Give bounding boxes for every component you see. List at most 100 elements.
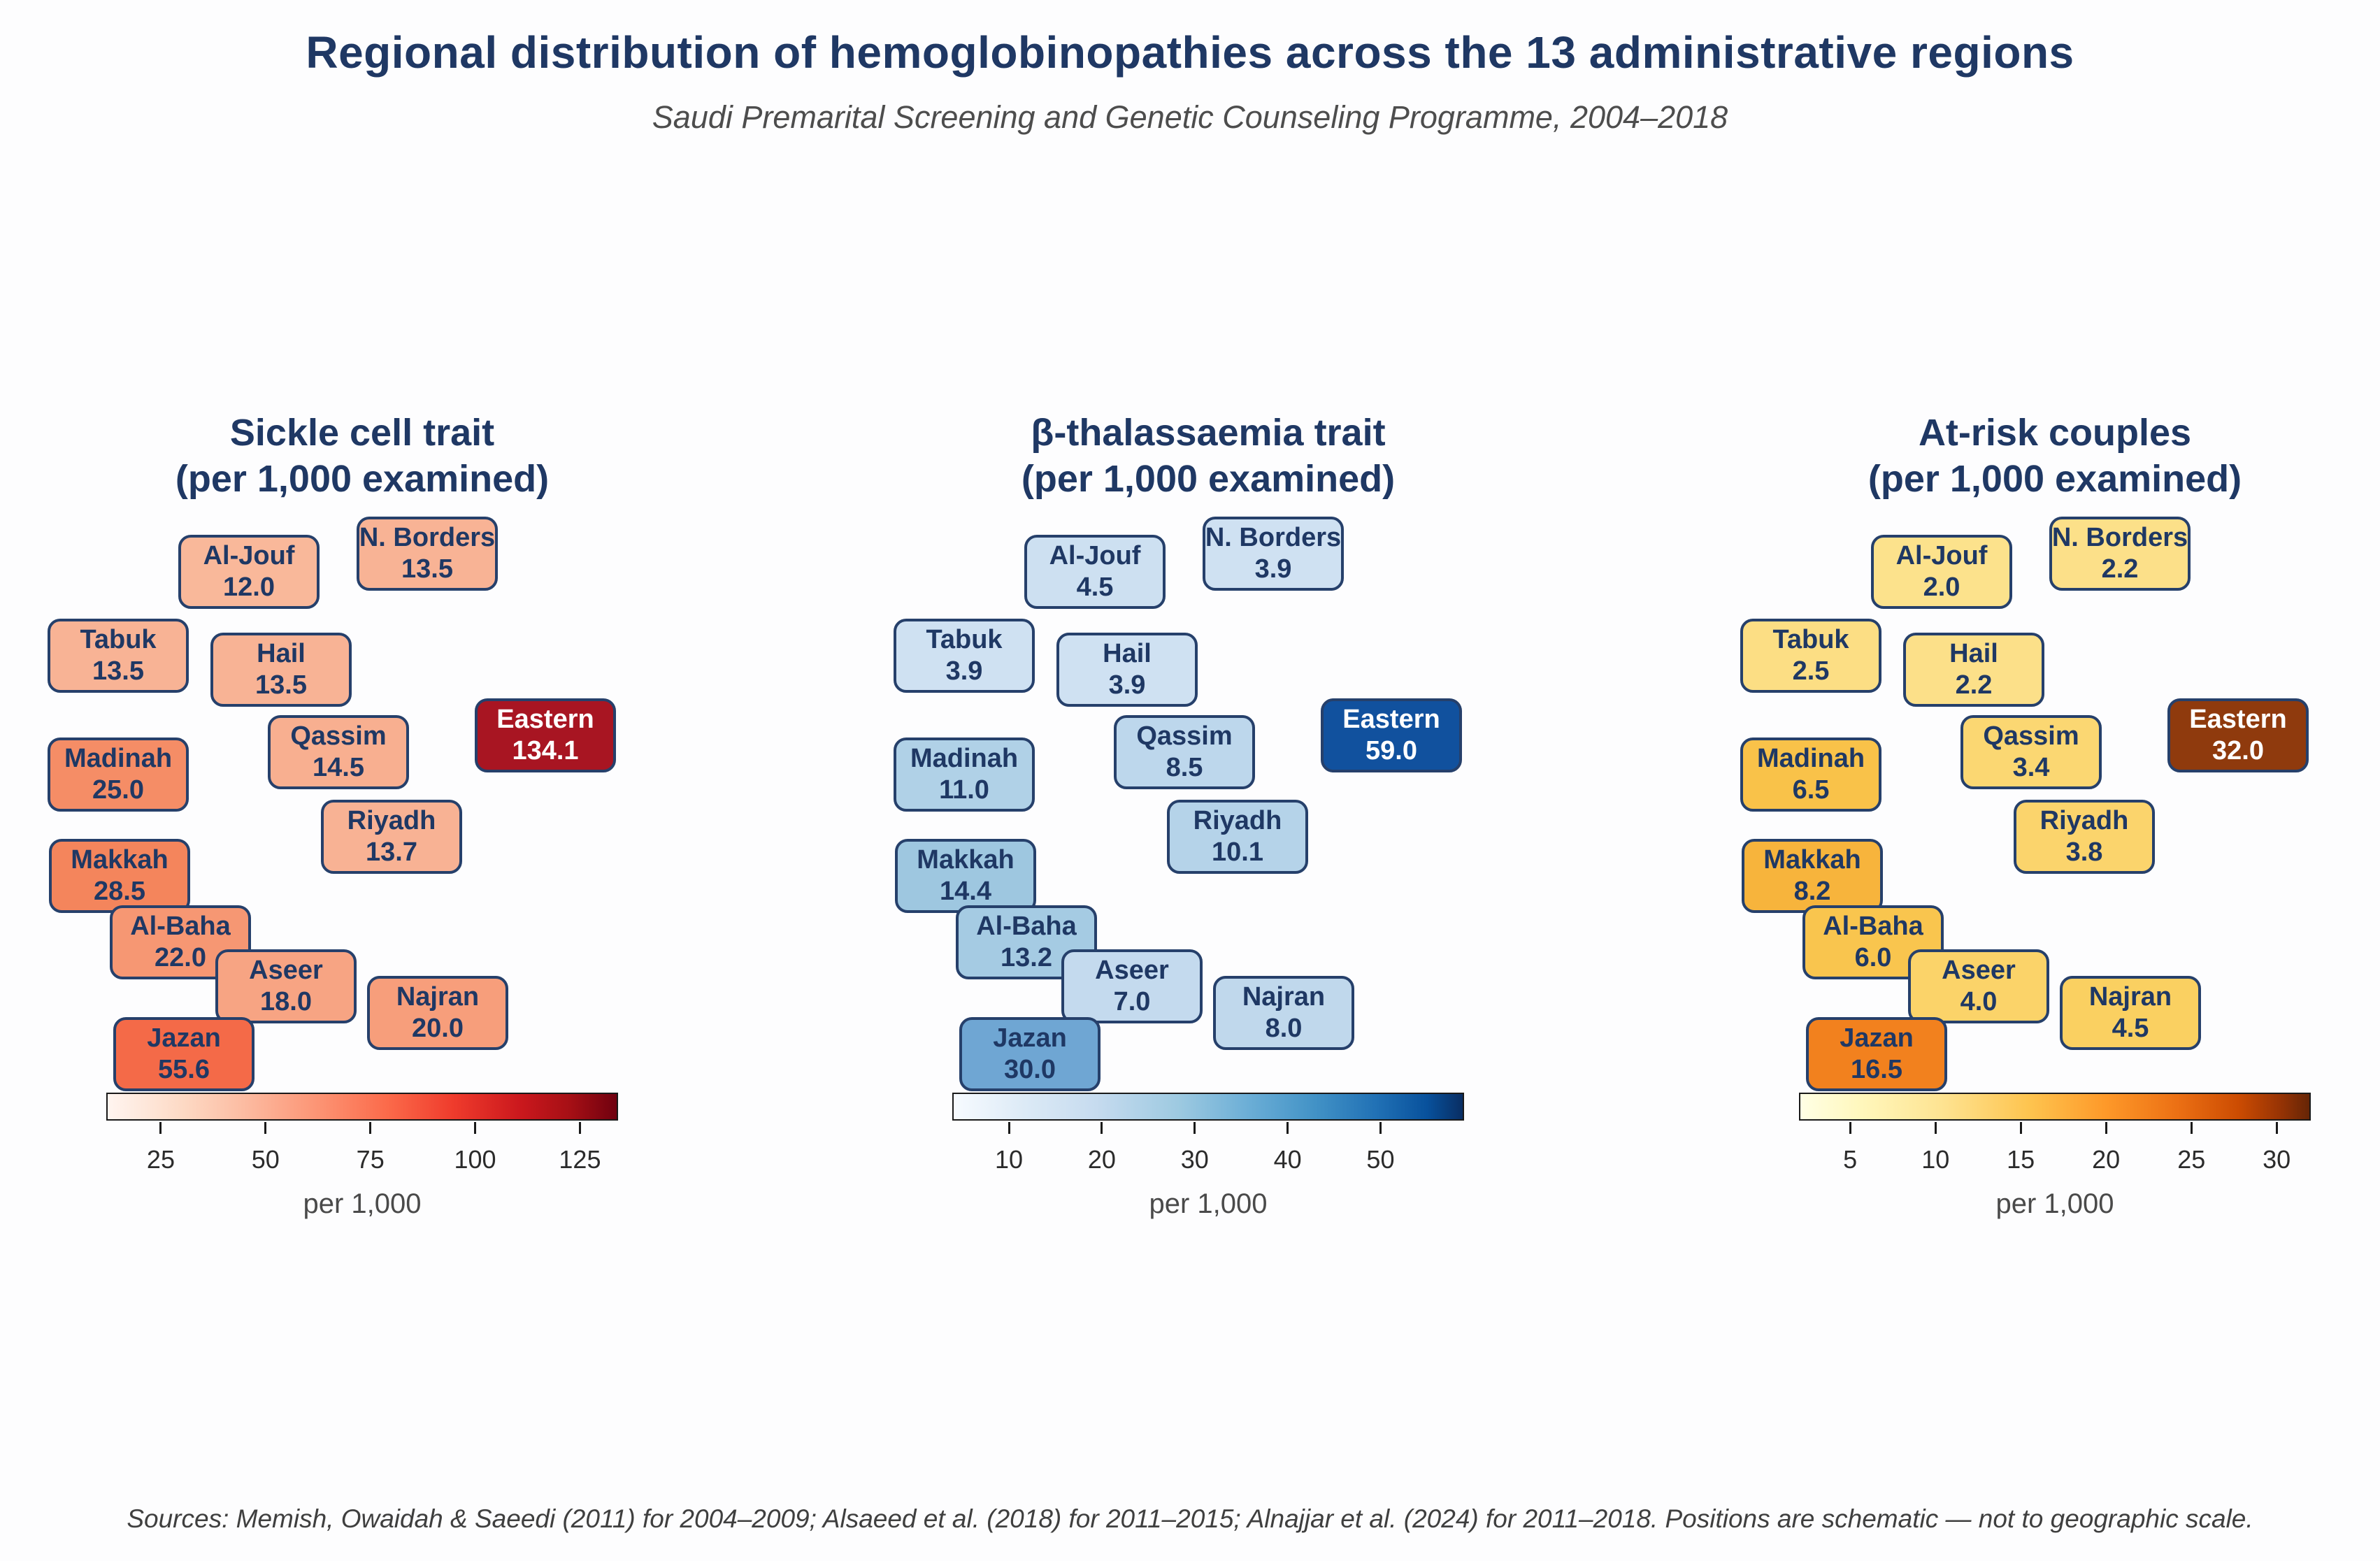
colorbar-tick-label: 10 <box>995 1145 1024 1174</box>
colorbar-tick-label: 75 <box>356 1145 385 1174</box>
region-box-najran: Najran 8.0 <box>1213 976 1354 1050</box>
region-name: Qassim <box>1136 721 1233 751</box>
region-value: 3.9 <box>1254 554 1292 584</box>
region-value: 2.5 <box>1792 656 1830 686</box>
colorbar-tick-mark <box>264 1122 267 1134</box>
region-value: 14.4 <box>940 877 991 906</box>
region-name: N. Borders <box>1205 523 1342 552</box>
panel-beta-thalassaemia-trait: β-thalassaemia trait (per 1,000 examined)… <box>888 391 1528 1272</box>
region-value: 2.2 <box>2101 554 2139 584</box>
region-box-al-jouf: Al-Jouf 12.0 <box>178 535 320 609</box>
colorbar-axis-label: per 1,000 <box>1995 1188 2114 1219</box>
region-value: 8.2 <box>1793 877 1831 906</box>
region-value: 25.0 <box>92 775 144 805</box>
region-name: Makkah <box>71 845 169 875</box>
region-value: 2.0 <box>1923 573 1960 602</box>
region-box-aseer: Aseer 7.0 <box>1061 949 1203 1023</box>
colorbar-tick-label: 50 <box>251 1145 280 1174</box>
region-box-aseer: Aseer 18.0 <box>215 949 357 1023</box>
region-box-n-borders: N. Borders 3.9 <box>1203 517 1344 591</box>
region-box-tabuk: Tabuk 13.5 <box>48 619 189 693</box>
region-value: 22.0 <box>155 943 206 972</box>
region-box-n-borders: N. Borders 13.5 <box>357 517 498 591</box>
region-name: Jazan <box>1840 1023 1914 1053</box>
region-box-madinah: Madinah 25.0 <box>48 738 189 812</box>
region-name: Najran <box>396 982 480 1012</box>
panel-title: β-thalassaemia trait (per 1,000 examined) <box>888 410 1528 502</box>
region-value: 12.0 <box>223 573 275 602</box>
region-value: 13.5 <box>255 670 307 700</box>
region-value: 59.0 <box>1365 736 1417 765</box>
region-box-al-jouf: Al-Jouf 2.0 <box>1871 535 2012 609</box>
region-box-hail: Hail 13.5 <box>210 633 352 707</box>
colorbar-sickle-cell-trait <box>106 1093 618 1121</box>
region-name: Riyadh <box>2040 806 2129 835</box>
region-box-madinah: Madinah 6.5 <box>1740 738 1881 812</box>
colorbar-tick-mark <box>2190 1122 2193 1134</box>
region-value: 14.5 <box>313 753 364 782</box>
panel-title-line2: (per 1,000 examined) <box>175 458 550 500</box>
region-box-najran: Najran 4.5 <box>2060 976 2201 1050</box>
colorbar-tick-mark <box>1934 1122 1937 1134</box>
region-name: N. Borders <box>359 523 496 552</box>
region-name: Hail <box>257 639 306 668</box>
region-name: Najran <box>1242 982 1326 1012</box>
region-name: Eastern <box>1342 705 1440 734</box>
region-name: Aseer <box>1942 956 2016 985</box>
region-name: Al-Baha <box>1823 912 1923 941</box>
region-box-tabuk: Tabuk 3.9 <box>894 619 1035 693</box>
region-name: Eastern <box>2189 705 2287 734</box>
region-name: Makkah <box>917 845 1015 875</box>
region-value: 13.5 <box>92 656 144 686</box>
colorbar-tick-mark <box>1101 1122 1103 1134</box>
region-value: 30.0 <box>1004 1055 1056 1084</box>
region-name: Jazan <box>993 1023 1067 1053</box>
region-value: 3.9 <box>945 656 983 686</box>
colorbar-tick-mark <box>1379 1122 1382 1134</box>
region-name: Eastern <box>496 705 594 734</box>
region-value: 6.5 <box>1792 775 1830 805</box>
region-box-eastern: Eastern 134.1 <box>475 698 616 772</box>
region-name: Madinah <box>64 744 173 773</box>
colorbar-tick-mark <box>2019 1122 2022 1134</box>
region-box-qassim: Qassim 8.5 <box>1114 715 1255 789</box>
colorbar-tick-mark <box>474 1122 477 1134</box>
region-name: Tabuk <box>80 625 157 654</box>
colorbar-tick-label: 20 <box>1087 1145 1116 1174</box>
region-name: Al-Baha <box>130 912 231 941</box>
region-value: 20.0 <box>412 1014 464 1043</box>
region-box-hail: Hail 2.2 <box>1903 633 2044 707</box>
region-name: Qassim <box>1983 721 2079 751</box>
panel-title-line1: Sickle cell trait <box>229 412 495 454</box>
region-box-jazan: Jazan 16.5 <box>1806 1017 1947 1091</box>
colorbar-tick-label: 25 <box>146 1145 175 1174</box>
region-value: 11.0 <box>939 775 989 805</box>
region-value: 134.1 <box>512 736 579 765</box>
region-name: Qassim <box>290 721 387 751</box>
region-name: Al-Jouf <box>1049 541 1141 570</box>
panel-title-line2: (per 1,000 examined) <box>1021 458 1396 500</box>
region-box-al-baha: Al-Baha 13.2 <box>956 905 1097 979</box>
colorbar-tick-mark <box>369 1122 372 1134</box>
colorbar-beta-thalassaemia-trait <box>952 1093 1464 1121</box>
region-name: Tabuk <box>1772 625 1849 654</box>
panel-title-line1: At-risk couples <box>1918 412 2192 454</box>
region-box-jazan: Jazan 30.0 <box>959 1017 1101 1091</box>
panel-title-line2: (per 1,000 examined) <box>1868 458 2242 500</box>
colorbar-tick-label: 30 <box>2263 1145 2291 1174</box>
region-box-riyadh: Riyadh 3.8 <box>2014 800 2155 874</box>
region-name: Hail <box>1949 639 1998 668</box>
colorbar-at-risk-couples <box>1799 1093 2311 1121</box>
region-value: 28.5 <box>94 877 145 906</box>
colorbar-tick-label: 20 <box>2092 1145 2121 1174</box>
colorbar-tick-label: 40 <box>1273 1145 1302 1174</box>
region-box-makkah: Makkah 14.4 <box>895 839 1036 913</box>
region-value: 3.8 <box>2065 837 2103 867</box>
region-name: Al-Jouf <box>203 541 295 570</box>
colorbar-tick-label: 5 <box>1843 1145 1858 1174</box>
region-value: 4.0 <box>1960 987 1998 1016</box>
region-value: 7.0 <box>1113 987 1151 1016</box>
colorbar-tick-mark <box>159 1122 162 1134</box>
region-value: 32.0 <box>2212 736 2264 765</box>
